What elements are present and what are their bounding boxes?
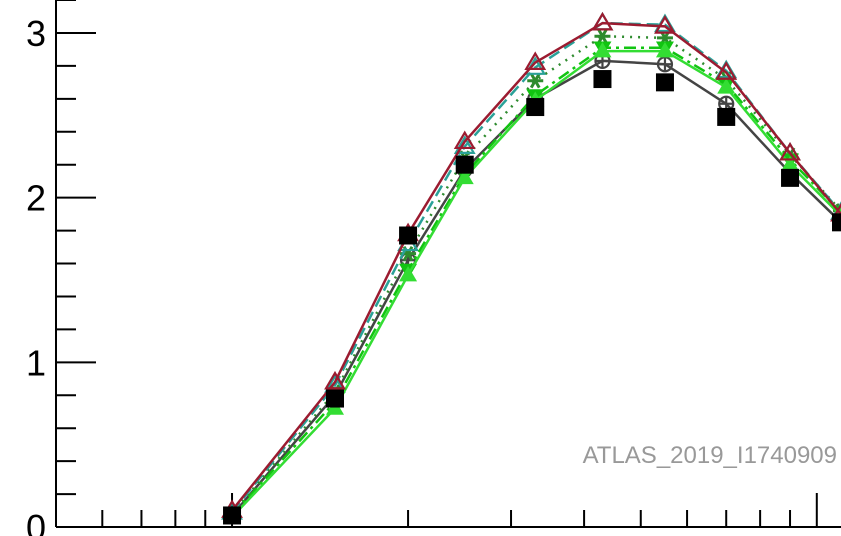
marker-star (527, 73, 544, 89)
marker-star (594, 28, 611, 44)
marker-triangle-open (453, 135, 476, 154)
series-6 (221, 11, 841, 518)
marker-filled-square (399, 226, 418, 245)
y-tick-label: 2 (26, 178, 46, 219)
marker-filled-square (655, 73, 674, 92)
y-tick-label: 0 (26, 507, 46, 536)
marker-filled-square (223, 506, 242, 525)
marker-triangle-open (591, 11, 614, 31)
series-layer (221, 11, 841, 525)
marker-triangle-open (524, 51, 547, 70)
marker-triangle-open (779, 141, 801, 161)
marker-triangle-open (830, 202, 841, 222)
marker-triangle-filled (781, 155, 800, 171)
marker-circle-plus (656, 56, 674, 73)
series-line (231, 49, 841, 518)
watermark: ATLAS_2019_I1740909 (583, 442, 837, 469)
marker-filled-square (717, 107, 736, 126)
marker-triangle-open (715, 61, 738, 80)
marker-filled-square (526, 98, 545, 117)
y-ticks: 0 1 2 3 (26, 0, 96, 536)
series-line (231, 59, 841, 517)
marker-triangle-open (324, 370, 346, 390)
y-tick-label: 1 (26, 342, 46, 383)
marker-filled-square (593, 70, 612, 89)
marker-triangle-filled (455, 168, 474, 185)
marker-filled-square (781, 168, 800, 187)
data-points (223, 70, 841, 525)
marker-triangle-filled (717, 78, 736, 94)
y-tick-label: 3 (26, 13, 46, 54)
series-line (231, 21, 841, 512)
series-line (231, 46, 841, 517)
marker-triangle-filled (399, 266, 418, 282)
x-ticks (101, 493, 818, 527)
marker-triangle-filled (593, 42, 612, 58)
marker-triangle-open (654, 15, 676, 34)
marker-triangle-filled (655, 42, 674, 58)
marker-filled-square (455, 155, 474, 174)
marker-triangle-open (453, 130, 476, 150)
marker-filled-square (832, 213, 841, 232)
marker-filled-square (326, 389, 345, 408)
